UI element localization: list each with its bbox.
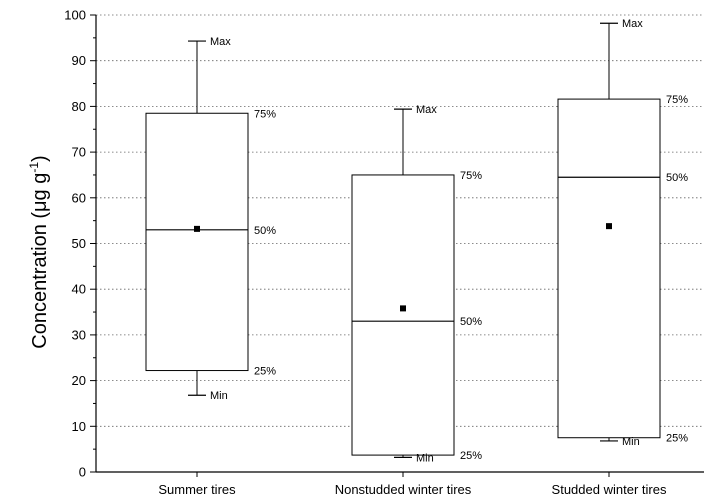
y-tick-label: 100 xyxy=(64,8,86,23)
y-axis-title-text: Concentration (μg g xyxy=(29,173,51,349)
x-category-label: Nonstudded winter tires xyxy=(335,482,472,497)
box-iqr xyxy=(557,98,661,439)
label-50: 50% xyxy=(460,316,482,328)
axes xyxy=(90,14,704,477)
y-tick-label: 10 xyxy=(72,419,86,434)
label-min: Min xyxy=(416,452,434,464)
label-25: 25% xyxy=(666,433,688,445)
box-iqr xyxy=(145,112,249,372)
label-min: Min xyxy=(622,436,640,448)
y-tick-label: 80 xyxy=(72,99,86,114)
y-tick-label: 90 xyxy=(72,53,86,68)
box-iqr xyxy=(351,174,455,456)
y-tick-label: 30 xyxy=(72,327,86,342)
y-tick-label: 50 xyxy=(72,236,86,251)
y-tick-label: 70 xyxy=(72,145,86,160)
label-min: Min xyxy=(210,390,228,402)
label-50: 50% xyxy=(666,172,688,184)
label-max: Max xyxy=(416,104,437,116)
y-axis-title: Concentration (μg g-1) xyxy=(27,155,51,348)
mean-marker xyxy=(400,305,406,312)
mean-marker xyxy=(194,225,200,232)
label-max: Max xyxy=(210,36,231,48)
label-50: 50% xyxy=(254,225,276,237)
y-tick-label: 40 xyxy=(72,282,86,297)
label-75: 75% xyxy=(460,170,482,182)
mean-marker xyxy=(606,223,612,230)
boxes xyxy=(145,22,661,458)
label-75: 75% xyxy=(254,108,276,120)
y-axis-title-close: ) xyxy=(29,155,51,162)
label-max: Max xyxy=(622,18,643,30)
y-tick-label: 0 xyxy=(79,465,86,480)
label-25: 25% xyxy=(254,366,276,378)
labels: 0 10 20 30 40 50 60 70 80 90 100 Summer tires Nonstu… xyxy=(64,8,688,498)
label-75: 75% xyxy=(666,94,688,106)
y-axis-title-superscript: -1 xyxy=(27,162,41,173)
x-category-label: Summer tires xyxy=(158,482,236,497)
y-tick-label: 20 xyxy=(72,373,86,388)
label-25: 25% xyxy=(460,450,482,462)
x-category-label: Studded winter tires xyxy=(552,482,667,497)
y-tick-label: 60 xyxy=(72,190,86,205)
